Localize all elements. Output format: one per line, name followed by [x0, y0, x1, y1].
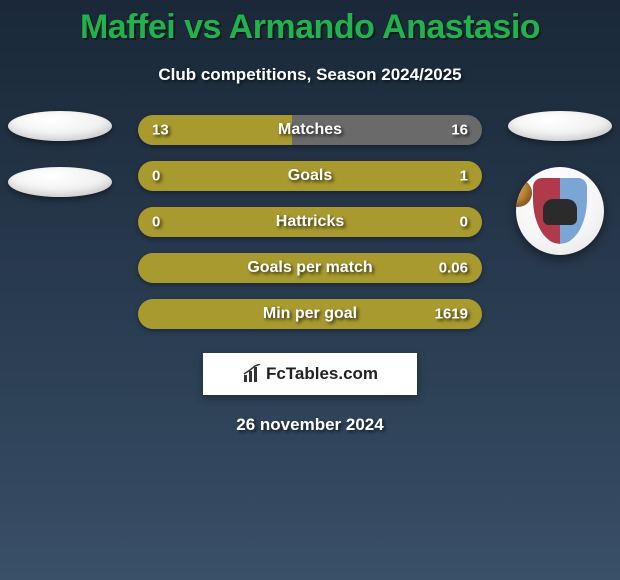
player-right-badges — [508, 111, 612, 255]
stat-value-left: 13 — [152, 122, 169, 139]
bar-chart-icon — [242, 364, 262, 384]
player-left-nation-placeholder-icon — [8, 167, 112, 197]
fctables-watermark: FcTables.com — [203, 353, 417, 395]
stat-value-right: 1 — [460, 168, 468, 185]
fctables-label: FcTables.com — [266, 364, 378, 384]
shield-icon — [533, 178, 587, 244]
stat-row: Hattricks 0 0 — [138, 207, 482, 237]
stat-label: Min per goal — [263, 305, 357, 323]
page-title: Maffei vs Armando Anastasio — [0, 0, 620, 47]
player-right-club-logo-icon — [516, 167, 604, 255]
stat-value-right: 16 — [451, 122, 468, 139]
stat-rows: Matches 13 16 Goals 0 1 Hattricks 0 0 Goals per m… — [138, 115, 482, 329]
stat-value-right: 0.06 — [439, 260, 468, 277]
stat-value-right: 1619 — [435, 306, 468, 323]
stat-row: Goals per match 0.06 — [138, 253, 482, 283]
stat-row: Goals 0 1 — [138, 161, 482, 191]
player-right-nation-placeholder-icon — [508, 111, 612, 141]
stat-label: Hattricks — [276, 213, 344, 231]
stat-row: Matches 13 16 — [138, 115, 482, 145]
player-left-badges — [8, 111, 112, 197]
stat-value-left: 0 — [152, 168, 160, 185]
stat-row: Min per goal 1619 — [138, 299, 482, 329]
stat-value-left: 0 — [152, 214, 160, 231]
comparison-area: Matches 13 16 Goals 0 1 Hattricks 0 0 Goals per m… — [0, 115, 620, 329]
stat-label: Goals per match — [247, 259, 372, 277]
ball-icon — [516, 179, 532, 207]
date-text: 26 november 2024 — [0, 415, 620, 435]
stat-value-right: 0 — [460, 214, 468, 231]
stat-label: Goals — [288, 167, 332, 185]
stat-label: Matches — [278, 121, 342, 139]
player-left-club-placeholder-icon — [8, 111, 112, 141]
subtitle: Club competitions, Season 2024/2025 — [0, 65, 620, 85]
